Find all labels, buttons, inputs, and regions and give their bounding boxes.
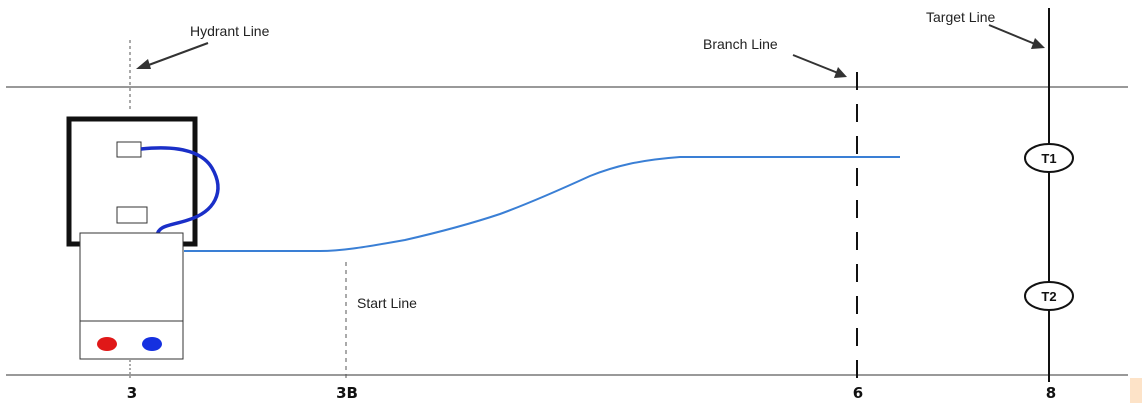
branch-line-arrow <box>792 54 847 78</box>
target-t2-ring <box>1024 281 1074 311</box>
position-mark-8: 8 <box>1046 384 1056 402</box>
connector-hose <box>140 146 220 237</box>
target-t2-label: T2 <box>1041 289 1056 304</box>
hydrant-line-label: Hydrant Line <box>190 23 270 39</box>
position-mark-6: 6 <box>853 384 863 402</box>
control-panel <box>79 232 184 322</box>
blue-indicator-light <box>142 337 162 351</box>
start-line-label: Start Line <box>357 295 417 311</box>
attack-hose-line <box>184 156 900 252</box>
position-mark-3b: 3B <box>336 384 358 402</box>
position-mark-3: 3 <box>127 384 137 402</box>
indicator-panel <box>79 320 184 360</box>
target-line-label: Target Line <box>926 9 995 25</box>
target-line-arrow <box>988 24 1045 49</box>
target-t1: T1 <box>1024 143 1074 173</box>
hydrant-line-arrow <box>136 42 209 69</box>
corner-accent <box>1130 378 1142 403</box>
lower-discharge-port <box>116 206 148 224</box>
target-t1-label: T1 <box>1041 151 1056 166</box>
branch-line-label: Branch Line <box>703 36 778 52</box>
target-t2: T2 <box>1024 281 1074 311</box>
upper-discharge-port <box>116 141 142 158</box>
target-t1-ring <box>1024 143 1074 173</box>
red-indicator-light <box>97 337 117 351</box>
engine-frame <box>66 116 198 247</box>
